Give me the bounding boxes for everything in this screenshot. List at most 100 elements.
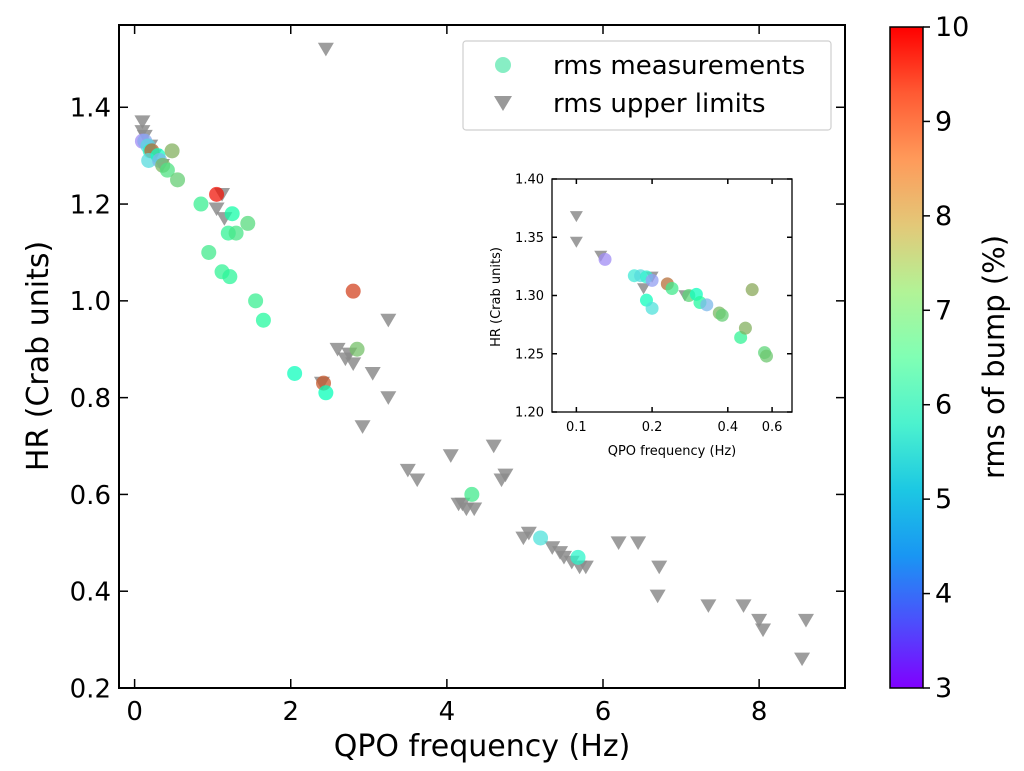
main-measurement-point [349,341,365,357]
main-y-tick-label: 0.2 [70,674,111,704]
main-upper-limit-point [485,439,502,454]
inset-y-tick-label: 1.20 [515,406,544,421]
main-x-tick-label: 2 [282,697,299,727]
main-upper-limit-point [610,536,627,551]
main-measurement-point [209,186,225,202]
main-measurement-point [164,143,180,159]
main-x-axis-label: QPO frequency (Hz) [334,729,631,764]
main-upper-limit-point [555,550,572,565]
main-upper-limit-point [399,463,416,478]
inset-x-tick-label: 0.6 [762,420,783,435]
inset-measurement-point [745,283,759,297]
main-measurement-point [201,244,217,260]
main-measurement-point [533,530,549,546]
main-upper-limit-point [329,342,346,357]
main-plot-marks [134,42,814,667]
inset-y-tick-label: 1.35 [515,231,544,246]
main-y-tick-label: 0.4 [70,578,111,608]
inset-upper-limit-point [569,236,583,248]
main-y-tick-label: 0.8 [70,384,111,414]
main-measurement-point [318,385,334,401]
main-measurement-point [464,486,480,502]
inset-y-tick-label: 1.25 [515,347,544,362]
main-y-tick-label: 0.6 [70,481,111,511]
legend-box [462,40,832,131]
colorbar-label: rms of bump (%) [977,235,1011,479]
inset-measurement-point [738,321,752,335]
inset-plot-frame [551,178,793,413]
colorbar-tick-label: 10 [935,12,969,43]
main-measurement-point [240,215,256,231]
main-upper-limit-point [577,560,594,575]
main-upper-limit-point [134,115,151,129]
inset-plot-marks [569,211,773,363]
legend-marker-rms-upper-limits [494,96,512,111]
inset-x-tick-label: 0.4 [717,420,738,435]
colorbar-tick-label: 8 [935,201,952,232]
main-upper-limit-point [751,613,768,628]
inset-measurement-point [665,282,679,296]
main-upper-limit-point [317,42,334,57]
inset-y-axis-label: HR (Crab units) [489,247,504,347]
main-measurement-point [228,225,244,241]
main-upper-limit-point [345,357,362,371]
main-upper-limit-point [409,473,426,488]
inset-x-tick-label: 0.1 [566,420,587,435]
main-measurement-point [224,206,240,222]
main-x-tick-label: 0 [126,697,143,727]
main-upper-limit-point [797,613,814,628]
main-measurement-point [222,269,238,285]
main-upper-limit-point [380,313,397,328]
colorbar-tick-label: 6 [935,390,952,421]
main-axis-ticks: 0 2 4 6 8 0.2 0.4 0.6 0.8 1.0 1.2 1.4 [70,25,845,727]
main-upper-limit-point [466,502,483,517]
inset-plot: 0.1 0.2 0.4 0.6 1.20 1.25 1.30 1.35 1.40 QPO fre… [489,173,793,459]
colorbar-tick-label: 7 [935,295,952,326]
colorbar-tick-label: 4 [935,579,952,610]
main-plot: 0 2 4 6 8 0.2 0.4 0.6 0.8 1.0 1.2 1.4 QPO frequency… [21,24,846,764]
inset-y-tick-label: 1.40 [515,173,544,188]
main-plot-frame [118,24,846,689]
main-measurement-point [170,172,186,188]
main-upper-limit-point [649,589,666,604]
colorbar-tick-label: 5 [935,484,952,515]
inset-y-tick-label: 1.30 [515,289,544,304]
legend: rms measurements rms upper limits [462,40,832,131]
colorbar-ticks: 3 4 5 6 7 8 9 10 [923,12,969,704]
main-upper-limit-point [364,367,381,381]
main-upper-limit-point [735,599,752,613]
main-upper-limit-point [700,599,717,613]
main-upper-limit-point [544,541,561,555]
main-x-tick-label: 6 [595,697,612,727]
legend-marker-rms-measurements [495,57,511,73]
main-y-axis-label: HR (Crab units) [21,241,56,471]
main-measurement-point [287,365,303,381]
main-y-tick-label: 1.4 [70,94,111,124]
main-upper-limit-point [442,449,459,463]
legend-label-rms-measurements: rms measurements [553,51,805,81]
main-upper-limit-point [794,652,811,667]
main-upper-limit-point [380,391,397,405]
main-upper-limit-point [497,468,514,483]
main-measurement-point [248,293,264,309]
main-measurement-point [570,549,586,565]
inset-upper-limit-point [637,283,651,295]
main-measurement-point [159,162,175,178]
inset-measurement-point [715,308,729,322]
colorbar-tick-label: 3 [935,673,952,704]
main-measurement-point [193,196,209,212]
inset-measurement-point [645,273,659,287]
main-upper-limit-point [208,202,225,217]
main-upper-limit-point [630,536,647,551]
legend-label-rms-upper-limits: rms upper limits [553,89,766,119]
inset-upper-limit-point [569,211,583,223]
colorbar-gradient [889,26,924,689]
colorbar: 3 4 5 6 7 8 9 10 rms of bump (%) [889,12,1011,704]
colorbar-tick-label: 9 [935,106,952,137]
main-x-tick-label: 4 [439,697,456,727]
main-upper-limit-point [651,560,668,575]
main-upper-limit-point [520,526,537,541]
main-y-tick-label: 1.0 [70,287,111,317]
inset-axis-ticks: 0.1 0.2 0.4 0.6 1.20 1.25 1.30 1.35 1.40 [515,173,792,435]
